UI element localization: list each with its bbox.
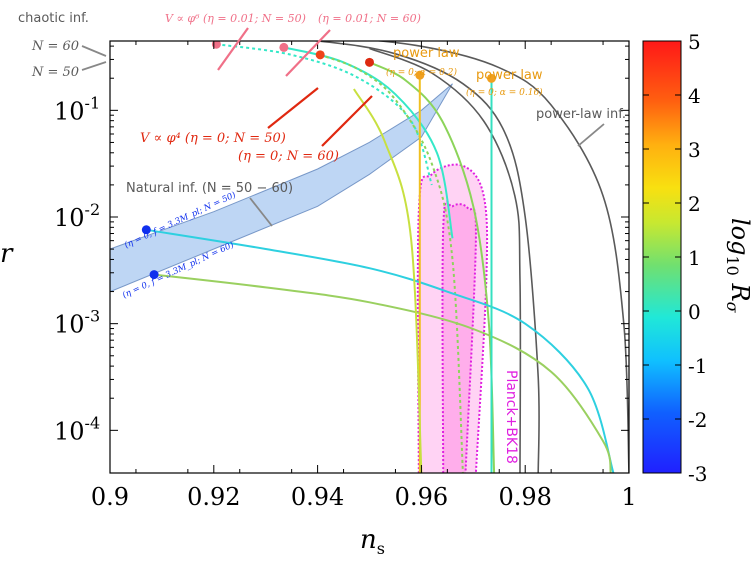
x-tick-label-2: 0.94 <box>291 483 344 511</box>
phi4-pointer <box>267 87 319 129</box>
plot-area <box>110 41 629 473</box>
colorbar-tick-label-4: 1 <box>688 246 701 270</box>
colorbar-gradient <box>642 40 682 474</box>
phi4-n60-pointer <box>321 95 373 147</box>
data-point-3 <box>365 57 374 67</box>
natural-pointer <box>249 197 273 227</box>
y-tick-label-1: 10-3 <box>54 307 100 339</box>
colorbar-tick-label-2: 3 <box>688 138 701 162</box>
n50-pointer <box>81 61 107 71</box>
plot-frame <box>109 40 630 474</box>
chaotic-label: chaotic inf. <box>18 11 89 26</box>
reference-curve-0 <box>373 41 629 473</box>
colorbar-tick-label-6: -1 <box>688 354 707 378</box>
natural-label: Natural inf. (N = 50 − 60) <box>126 181 293 196</box>
natural-inflation-band <box>110 83 453 293</box>
trajectory-curve-5 <box>153 273 612 473</box>
phi4-label: V ∝ φ⁴ (η = 0; N = 50) <box>140 131 286 146</box>
y-axis-title: r <box>0 239 14 269</box>
planck-label: Planck+BK18 <box>503 370 519 464</box>
n50-label: N = 50 <box>31 65 79 80</box>
data-point-6 <box>141 225 151 235</box>
annotations: chaotic inf. N = 60 N = 50 V ∝ φ⁶ (η = 0… <box>18 11 626 464</box>
colorbar-title: log10 Rσ <box>723 218 754 314</box>
powerlaw-inf-label: power-law inf. <box>536 107 626 122</box>
data-point-1 <box>279 42 289 52</box>
phi6-pointer <box>217 27 249 71</box>
trajectory-curve-1 <box>283 46 454 239</box>
axis-titles: ns r <box>0 239 385 558</box>
x-tick-label-4: 0.98 <box>498 483 551 511</box>
y-tick-label-3: 10-1 <box>54 93 100 125</box>
x-tick-label-5: 1 <box>621 483 636 511</box>
powerlaw-inf-pointer <box>577 123 605 147</box>
powerlaw2-title: power law <box>476 68 543 83</box>
x-tick-label-3: 0.96 <box>395 483 448 511</box>
data-point-2 <box>315 50 325 60</box>
phi4-n60-label: (η = 0; N = 60) <box>238 149 339 164</box>
trajectory-curve-2 <box>319 53 464 473</box>
n60-label: N = 60 <box>31 39 79 54</box>
colorbar-tick-label-5: 0 <box>688 300 701 324</box>
colorbar-tick-label-3: 2 <box>688 192 701 216</box>
y-tick-label-2: 10-2 <box>54 200 100 232</box>
powerlaw2-sub: (η = 0; α = 0.16) <box>466 87 543 98</box>
trajectory-curve-8 <box>353 88 423 473</box>
colorbar-tick-label-0: 5 <box>688 30 701 54</box>
planck-contour-68 <box>441 200 477 473</box>
data-point-5 <box>486 73 496 83</box>
phi6-n60-pointer <box>285 29 331 77</box>
powerlaw1-sub: (η = 0; α = 0.2) <box>386 67 457 78</box>
n60-pointer <box>81 45 107 57</box>
reference-curve-1 <box>309 41 540 473</box>
phi6-n60-label: (η = 0.01; N = 60) <box>318 12 421 25</box>
x-tick-label-1: 0.92 <box>187 483 240 511</box>
data-point-4 <box>415 70 425 80</box>
reference-curve-2 <box>369 47 522 473</box>
axis-ticks: 0.9 0.92 0.94 0.96 0.98 1 10-4 10-3 10-2 10-1 <box>54 41 637 511</box>
powerlaw1-title: power law <box>393 46 460 61</box>
x-tick-label-0: 0.9 <box>91 483 129 511</box>
colorbar: 5 4 3 2 1 0 -1 -2 -3 log10 Rσ <box>642 30 754 486</box>
data-point-7 <box>149 270 159 280</box>
colorbar-tick-label-1: 4 <box>688 84 701 108</box>
phi6-label: V ∝ φ⁶ (η = 0.01; N = 50) <box>165 12 306 25</box>
planck-contour-95 <box>416 163 489 473</box>
colorbar-tick-label-7: -2 <box>688 408 707 432</box>
x-axis-title: ns <box>360 525 385 558</box>
y-tick-label-0: 10-4 <box>54 413 100 445</box>
colorbar-tick-label-8: -3 <box>688 462 707 486</box>
trajectory-curve-4 <box>146 228 615 473</box>
